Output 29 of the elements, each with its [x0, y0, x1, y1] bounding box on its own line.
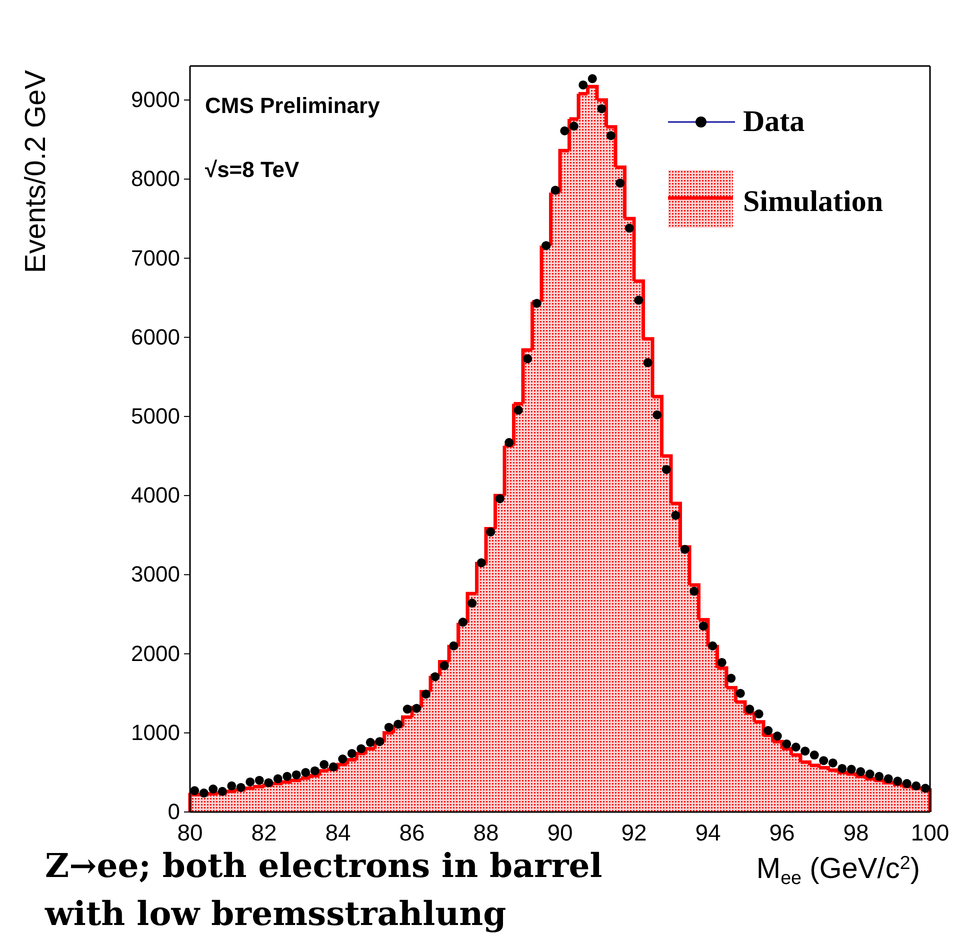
- x-tick-label: 98: [843, 819, 869, 846]
- text: with low bremsstrahlung: [44, 894, 506, 933]
- y-axis-title: Events/0.2 GeV: [20, 69, 52, 274]
- y-tick-label: 0: [168, 799, 180, 824]
- x-tick-label: 90: [547, 819, 573, 846]
- y-tick-label: 1000: [131, 720, 180, 745]
- annotation: √s=8 TeV: [205, 157, 300, 182]
- legend-label: Simulation: [743, 185, 884, 218]
- y-tick-label: 2000: [131, 640, 180, 666]
- y-tick-label: 9000: [131, 87, 180, 112]
- x-tick-label: 96: [769, 819, 795, 846]
- y-tick-label: 7000: [131, 245, 180, 270]
- x-tick-label: 84: [325, 819, 351, 846]
- y-tick-label: 6000: [131, 324, 180, 350]
- y-tick-label: 5000: [131, 403, 180, 428]
- x-tick-label: 82: [251, 819, 277, 846]
- x-tick-label: 88: [473, 819, 499, 846]
- x-axis-title: M$_{ee}$ (GeV/c$^{2}$): [756, 852, 920, 888]
- y-tick-label: 8000: [131, 166, 180, 192]
- y-tick-label: 4000: [131, 482, 180, 508]
- legend-label: Data: [743, 105, 805, 138]
- x-tick-label: 80: [177, 819, 203, 846]
- x-tick-label: 94: [695, 819, 721, 846]
- x-tick-label: 100: [910, 819, 950, 846]
- text: Z→ee; both electrons in barrel: [45, 846, 602, 885]
- annotation: CMS Preliminary: [205, 93, 381, 118]
- x-tick-label: 86: [399, 819, 425, 846]
- x-tick-label: 92: [621, 819, 647, 846]
- y-tick-label: 3000: [131, 562, 180, 587]
